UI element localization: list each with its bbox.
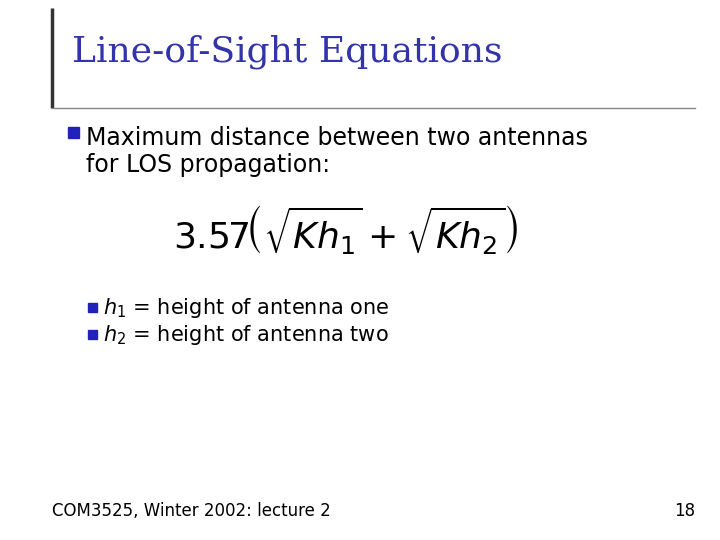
Text: Line-of-Sight Equations: Line-of-Sight Equations — [72, 35, 503, 69]
Bar — [68, 127, 79, 138]
Text: $3.57\!\left(\sqrt{Kh_1} + \sqrt{Kh_2}\right)$: $3.57\!\left(\sqrt{Kh_1} + \sqrt{Kh_2}\r… — [173, 204, 518, 256]
Text: Maximum distance between two antennas: Maximum distance between two antennas — [86, 126, 588, 150]
Text: for LOS propagation:: for LOS propagation: — [86, 153, 330, 177]
Text: 18: 18 — [674, 502, 695, 520]
Text: $h_1$ = height of antenna one: $h_1$ = height of antenna one — [103, 296, 390, 320]
Bar — [88, 330, 97, 339]
Text: COM3525, Winter 2002: lecture 2: COM3525, Winter 2002: lecture 2 — [52, 502, 330, 520]
Text: $h_2$ = height of antenna two: $h_2$ = height of antenna two — [103, 323, 389, 347]
Bar — [88, 303, 97, 312]
